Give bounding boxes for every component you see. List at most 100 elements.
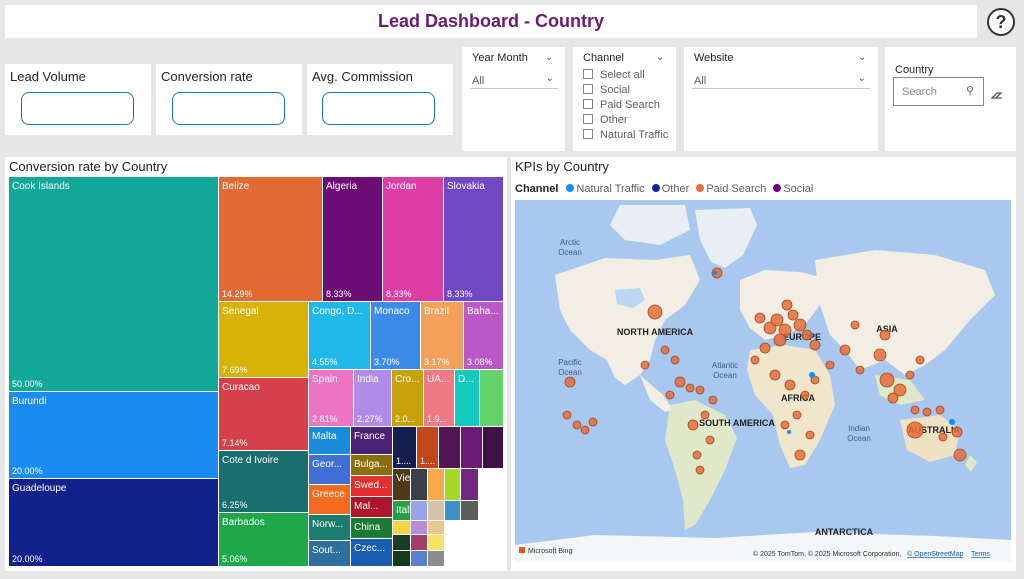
map-bubble[interactable] [879,329,891,341]
map-bubble[interactable] [800,390,810,400]
treemap-cell[interactable]: Monaco 3.70% [371,302,421,370]
map-bubble-natural-traffic[interactable] [809,372,815,378]
collapse-chevron-icon[interactable]: ⌄ [858,52,867,63]
treemap-cell[interactable]: Jordan 8.33% [383,177,444,302]
treemap-cell[interactable]: Slovakia 8.33% [444,177,504,302]
map-bubble[interactable] [580,425,590,435]
map-bubble[interactable] [906,421,924,439]
treemap-cell[interactable]: Malta [309,427,351,455]
treemap-cell[interactable]: UA... 1.9... [424,370,455,427]
map-bubble[interactable] [850,320,860,330]
map-bubble[interactable] [825,360,835,370]
map-bubble[interactable] [588,417,598,427]
treemap-cell[interactable] [393,551,411,567]
map-bubble[interactable] [879,372,895,388]
map-bubble[interactable] [705,435,715,445]
map-bubble[interactable] [794,449,806,461]
map-bubble[interactable] [781,299,793,311]
map-bubble[interactable] [810,375,820,385]
map-bubble[interactable] [805,430,815,440]
channel-option[interactable]: Select all [583,69,645,82]
treemap-cell[interactable] [428,469,445,501]
map-bubble[interactable] [759,342,771,354]
channel-option[interactable]: Natural Traffic [583,129,668,142]
treemap-cell[interactable]: Norw... [309,515,351,541]
world-map[interactable]: Arctic Ocean Pacific Ocean Atlantic Ocea… [515,200,1011,562]
map-bubble[interactable] [685,383,695,393]
map-bubble[interactable] [938,432,948,442]
channel-option[interactable]: Other [583,114,628,127]
map-bubble[interactable] [670,355,680,365]
legend-item[interactable]: Natural Traffic [576,183,645,195]
treemap-cell[interactable]: Italy [393,501,411,521]
map-bubble[interactable] [893,383,907,397]
collapse-chevron-icon[interactable]: ⌄ [656,52,665,63]
treemap-cell[interactable]: Belize 14.29% [219,177,323,302]
treemap-cell[interactable] [461,469,479,501]
treemap-cell[interactable] [428,521,445,535]
map-bubble[interactable] [935,405,945,415]
treemap-cell[interactable]: France [351,427,393,455]
treemap-cell[interactable]: Sout... [309,541,351,567]
map-bubble[interactable] [910,405,920,415]
treemap-cell[interactable]: Mal... [351,497,393,518]
treemap-cell[interactable] [411,469,428,501]
map-bubble[interactable] [750,355,760,365]
treemap-cell[interactable] [461,501,479,521]
map-bubble[interactable] [778,323,792,337]
terms-link[interactable]: Terms [971,551,991,558]
map-bubble[interactable] [665,390,675,400]
treemap-cell[interactable] [428,501,445,521]
treemap-cell[interactable] [393,535,411,551]
map-bubble[interactable] [855,365,865,375]
map-bubble[interactable] [564,376,576,388]
eraser-icon[interactable] [990,87,1003,99]
year-month-dropdown[interactable]: All ⌄ [470,73,558,89]
treemap-cell[interactable] [445,501,461,521]
treemap-cell[interactable]: Swed... [351,476,393,497]
osm-link[interactable]: © OpenStreetMap [907,550,964,558]
treemap-cell[interactable]: Senegal 7.69% [219,302,309,378]
treemap-cell[interactable] [411,551,428,567]
treemap-cell[interactable]: Brazil 3.17% [421,302,464,370]
treemap-cell[interactable]: Czec... [351,539,393,567]
map-bubble[interactable] [773,333,787,347]
help-button[interactable]: ? [987,8,1015,36]
website-dropdown[interactable]: All ⌄ [692,73,870,89]
map-bubble[interactable] [787,309,799,321]
map-bubble[interactable] [692,450,702,460]
map-bubble[interactable] [801,329,813,341]
collapse-chevron-icon[interactable]: ⌄ [545,52,554,63]
map-bubble[interactable] [922,407,932,417]
map-bubble-natural-traffic[interactable] [949,419,955,425]
treemap-cell[interactable]: 1.... [417,427,439,469]
map-bubble[interactable] [572,420,582,430]
treemap-cell[interactable]: D... [455,370,480,427]
channel-option[interactable]: Social [583,84,630,97]
treemap-cell[interactable] [439,427,461,469]
map-bubble[interactable] [873,348,887,362]
map-bubble[interactable] [769,369,781,381]
map-bubble[interactable] [562,410,572,420]
treemap-cell[interactable]: Viet ... [393,469,411,501]
treemap-cell[interactable]: Cote d Ivoire 6.25% [219,451,309,513]
map-bubble[interactable] [687,419,699,431]
map-bubble[interactable] [951,426,963,438]
map-bubble[interactable] [839,344,851,356]
treemap-cell[interactable]: China [351,518,393,539]
map-bubble[interactable] [708,395,718,405]
treemap-cell[interactable] [393,521,411,535]
treemap-cell[interactable] [411,501,428,521]
map-bubble[interactable] [647,304,663,320]
treemap-cell[interactable] [483,427,504,469]
checkbox[interactable] [583,129,593,139]
treemap-cell[interactable] [461,427,483,469]
checkbox[interactable] [583,99,593,109]
channel-option[interactable]: Paid Search [583,99,660,112]
map-bubble[interactable] [887,392,899,404]
treemap-cell[interactable]: Barbados 5.06% [219,513,309,567]
map-bubble[interactable] [809,339,821,351]
map-bubble[interactable] [674,376,686,388]
map-bubble[interactable] [915,355,925,365]
checkbox[interactable] [583,114,593,124]
